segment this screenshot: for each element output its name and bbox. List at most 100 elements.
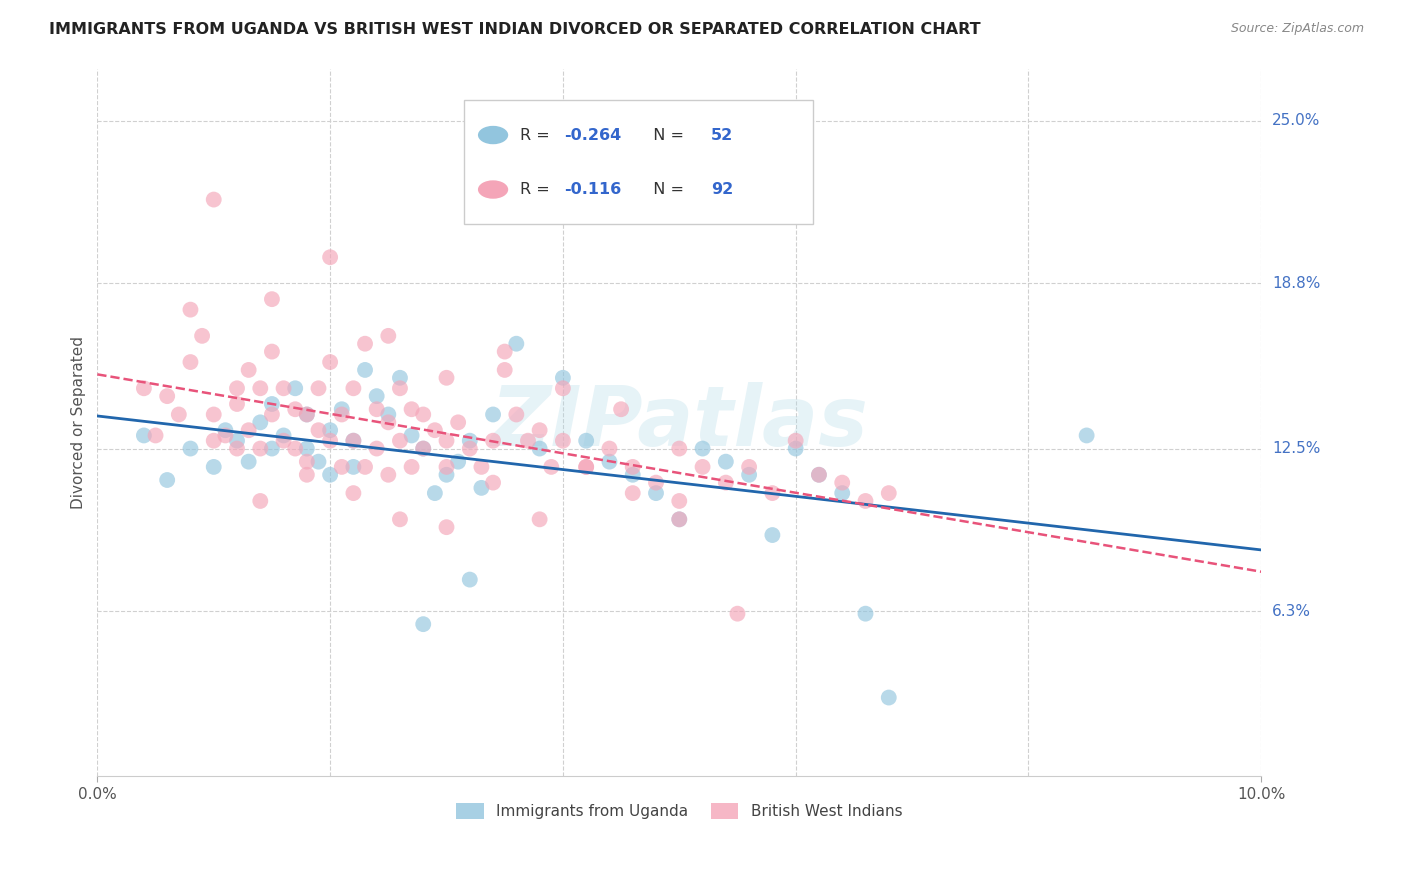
Point (575, 459, 598, 474)
Point (692, 459, 714, 474)
Point (412, 442, 434, 456)
Point (458, 442, 481, 456)
Point (529, 512, 551, 526)
Point (191, 329, 214, 343)
Point (458, 573, 481, 587)
Point (249, 381, 271, 395)
Point (284, 402, 307, 417)
Point (831, 486, 853, 500)
Point (412, 617, 434, 632)
Point (214, 428, 236, 442)
Point (308, 423, 330, 437)
Point (714, 475, 737, 490)
Point (226, 442, 249, 456)
Point (319, 250, 342, 264)
Text: 52: 52 (710, 128, 733, 143)
Point (238, 363, 260, 377)
Text: Source: ZipAtlas.com: Source: ZipAtlas.com (1230, 22, 1364, 36)
Point (621, 467, 644, 482)
Point (551, 381, 574, 395)
Point (505, 408, 527, 422)
Text: -0.116: -0.116 (564, 182, 621, 197)
Point (366, 442, 388, 456)
Point (377, 408, 399, 422)
Point (342, 434, 364, 448)
Text: ZIPatlas: ZIPatlas (491, 382, 869, 463)
Point (273, 428, 295, 442)
Point (692, 442, 714, 456)
Point (284, 381, 307, 395)
Point (610, 402, 633, 417)
Point (308, 381, 330, 395)
Point (214, 423, 236, 437)
Point (342, 434, 364, 448)
Point (540, 459, 562, 474)
Text: 25.0%: 25.0% (1272, 113, 1320, 128)
Point (831, 475, 853, 490)
Point (319, 434, 342, 448)
Point (260, 397, 283, 411)
Point (249, 442, 271, 456)
Point (738, 459, 761, 474)
Point (423, 423, 446, 437)
Point (156, 389, 179, 403)
Point (249, 415, 271, 429)
Point (668, 442, 690, 456)
Point (167, 408, 190, 422)
Text: 6.3%: 6.3% (1272, 604, 1312, 618)
Text: N =: N = (643, 128, 689, 143)
Point (179, 442, 201, 456)
Point (598, 442, 620, 456)
Point (226, 434, 249, 448)
Point (260, 442, 283, 456)
Point (855, 494, 877, 508)
Point (273, 381, 295, 395)
Point (401, 459, 423, 474)
Y-axis label: Divorced or Separated: Divorced or Separated (72, 336, 86, 508)
Point (1076, 428, 1098, 442)
Point (517, 434, 540, 448)
Point (494, 344, 516, 359)
Point (668, 512, 690, 526)
FancyBboxPatch shape (464, 101, 813, 224)
Point (260, 292, 283, 306)
Point (132, 428, 155, 442)
Point (505, 336, 527, 351)
Point (855, 607, 877, 621)
Point (877, 486, 900, 500)
Point (436, 459, 458, 474)
Point (761, 486, 783, 500)
Point (319, 355, 342, 369)
Point (249, 494, 271, 508)
Point (621, 486, 644, 500)
Point (295, 442, 318, 456)
Point (645, 475, 668, 490)
Point (785, 434, 807, 448)
Text: 18.8%: 18.8% (1272, 276, 1320, 291)
Text: 92: 92 (710, 182, 733, 197)
Point (727, 607, 749, 621)
Point (226, 381, 249, 395)
Legend: Immigrants from Uganda, British West Indians: Immigrants from Uganda, British West Ind… (450, 797, 908, 825)
Point (388, 381, 411, 395)
Point (447, 455, 470, 469)
Point (179, 355, 201, 369)
Point (470, 481, 492, 495)
Text: R =: R = (520, 128, 555, 143)
Point (354, 363, 377, 377)
Point (377, 329, 399, 343)
Point (482, 475, 505, 490)
Point (529, 442, 551, 456)
Text: R =: R = (520, 182, 555, 197)
Point (342, 486, 364, 500)
Point (529, 423, 551, 437)
Point (761, 528, 783, 542)
Point (645, 486, 668, 500)
Point (447, 415, 470, 429)
Point (551, 434, 574, 448)
Point (156, 473, 179, 487)
Point (668, 512, 690, 526)
Point (145, 428, 167, 442)
Point (226, 397, 249, 411)
Point (436, 467, 458, 482)
